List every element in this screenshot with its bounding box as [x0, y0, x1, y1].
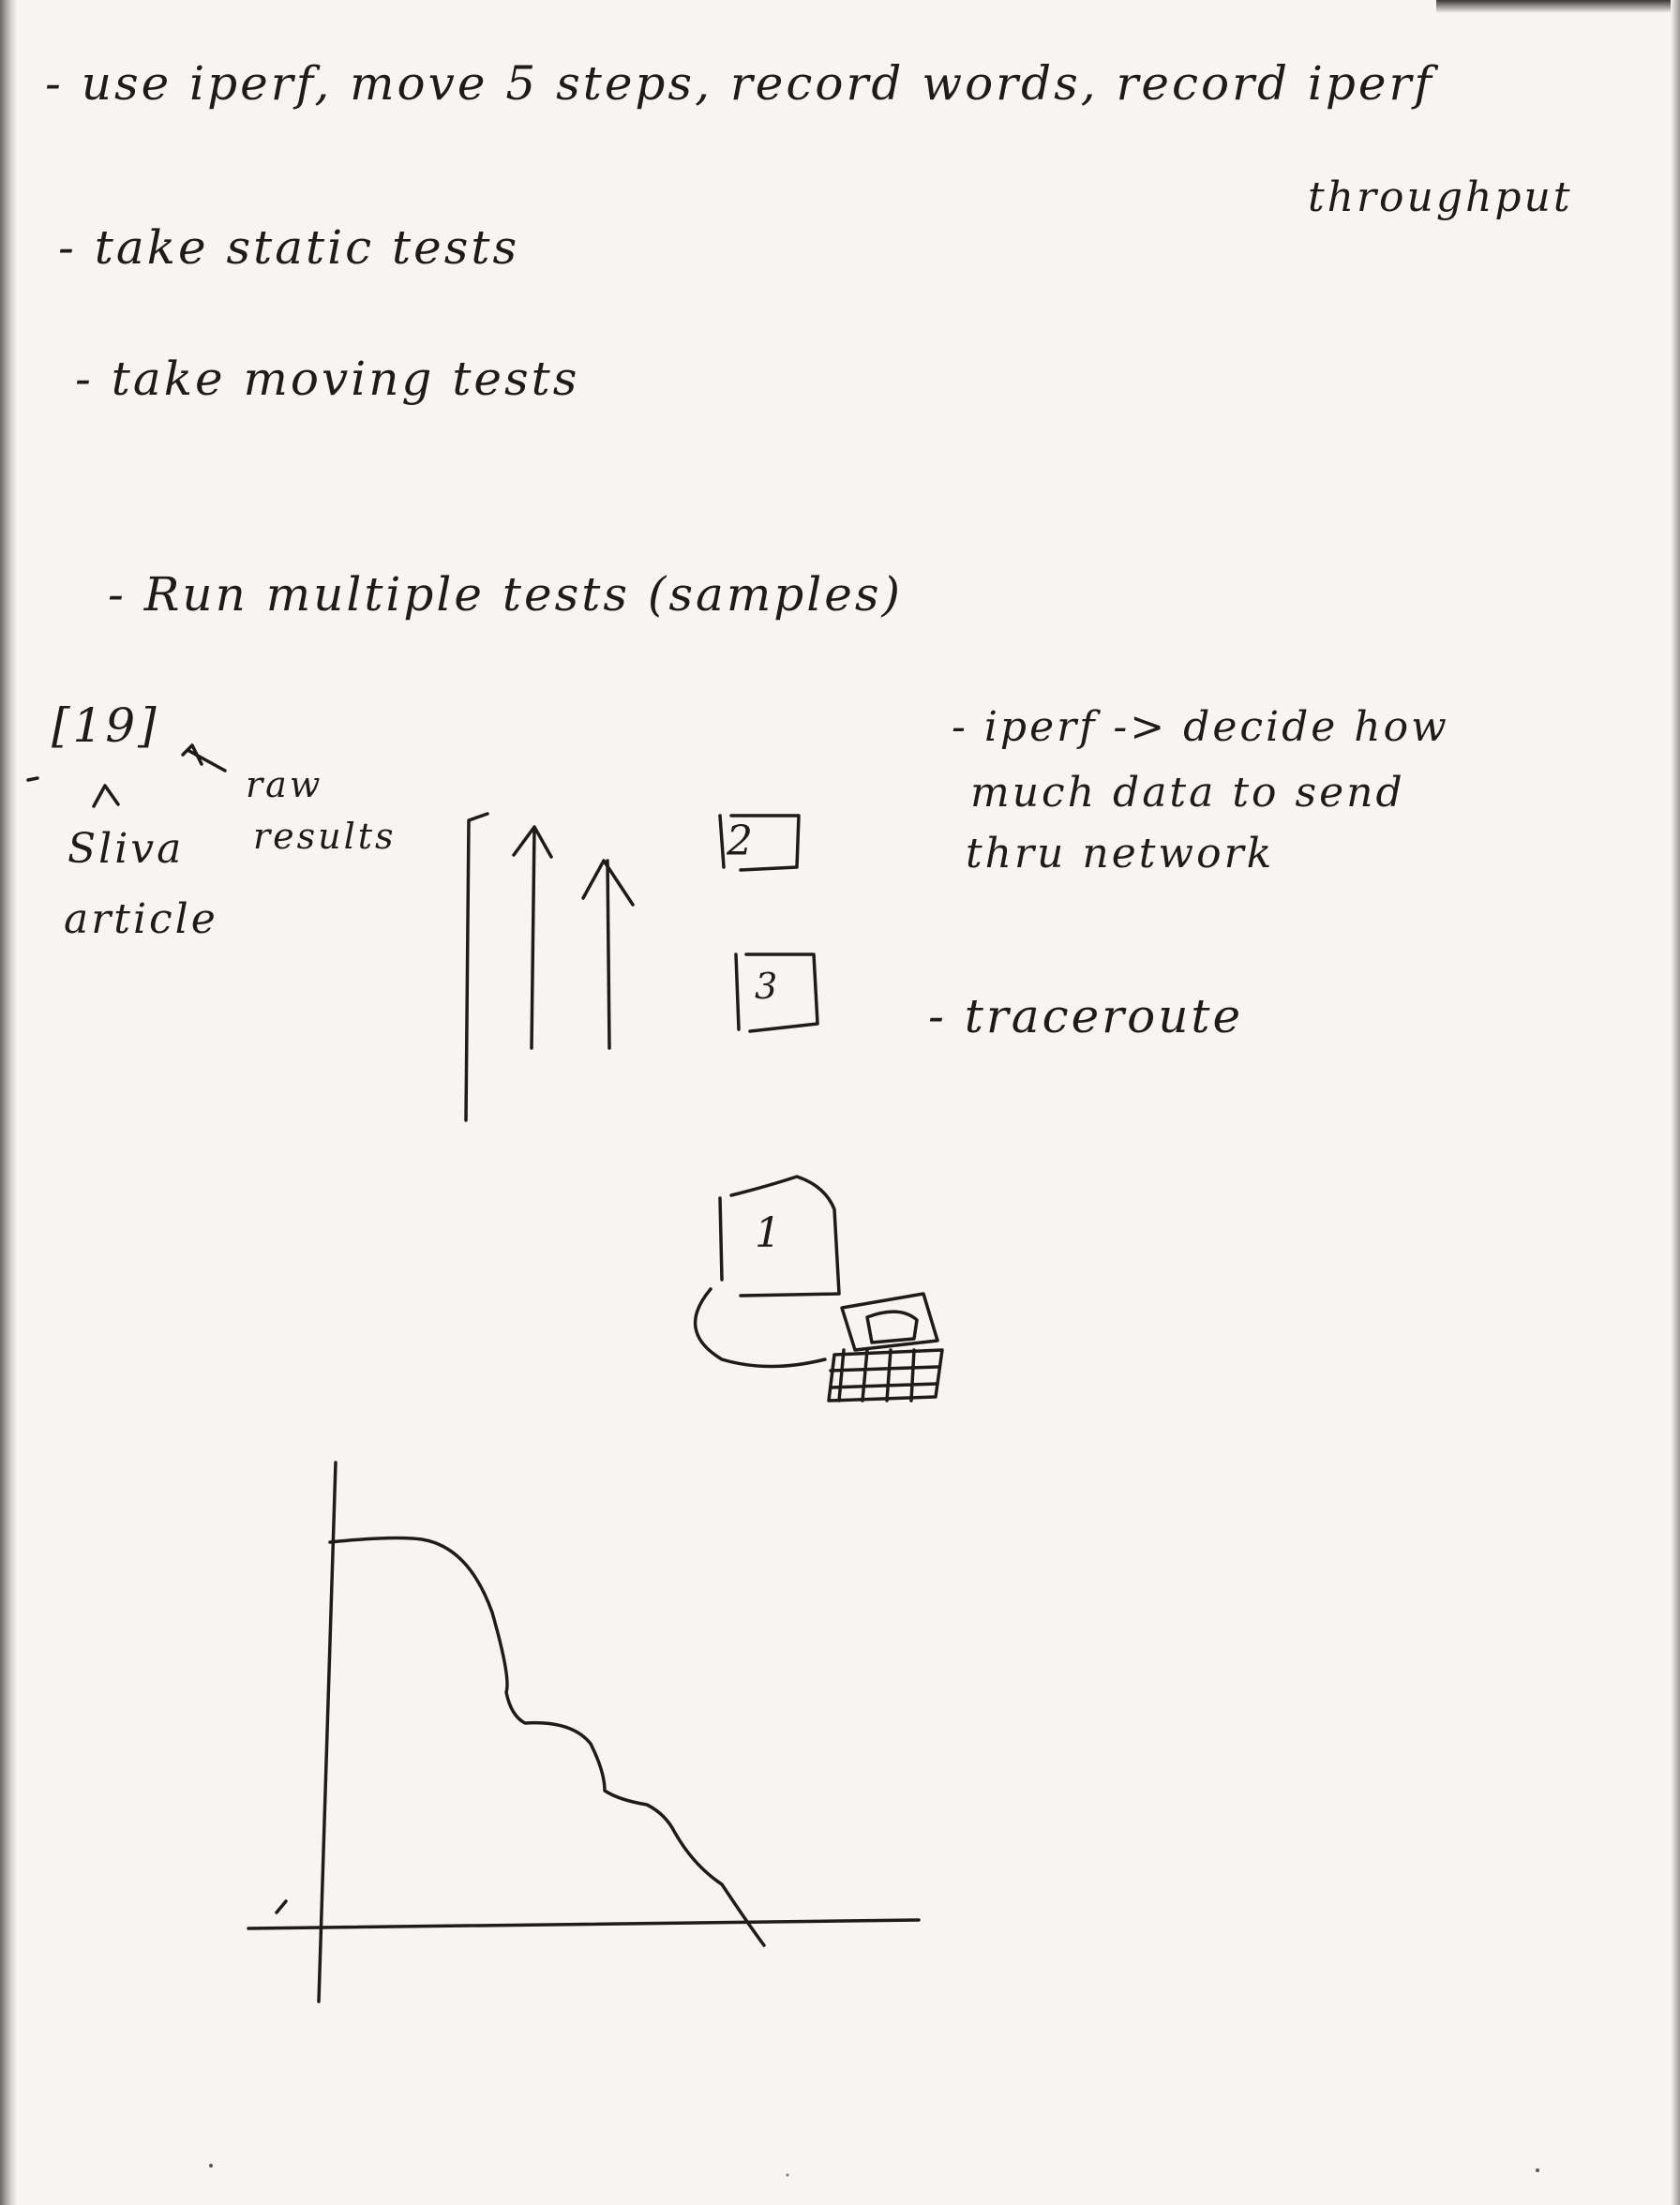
- raw-label: raw: [246, 764, 323, 805]
- article-label: article: [64, 895, 218, 943]
- marker-1-label: 1: [755, 1209, 784, 1257]
- plot-x-axis: [247, 1918, 921, 1930]
- arrow-to-sliva-icon: [92, 784, 120, 808]
- results-label: results: [253, 816, 397, 857]
- box-2-icon: [718, 814, 801, 872]
- traceroute-note: - traceroute: [928, 989, 1244, 1043]
- page-shadow-left: [0, 0, 17, 2205]
- speck: [1536, 2168, 1539, 2172]
- page-shadow-top: [1436, 0, 1680, 13]
- arrow-to-raw-results-icon: [181, 743, 227, 772]
- margin-mark: [26, 776, 39, 782]
- marker-2-label: 2: [727, 818, 756, 865]
- router-laptop-icon: [693, 1175, 944, 1402]
- note-line-moving-tests: - take moving tests: [75, 352, 580, 406]
- note-line-throughput: throughput: [1308, 173, 1573, 221]
- throughput-curve: [328, 1536, 766, 1947]
- plot-sketch: [247, 1461, 921, 2003]
- plot-y-axis: [317, 1461, 338, 2003]
- marker-3-label: 3: [755, 966, 781, 1007]
- note-line-static-tests: - take static tests: [58, 220, 520, 275]
- iperf-note-line-1: - iperf -> decide how: [952, 703, 1449, 751]
- page-shadow-right: [1671, 0, 1680, 2205]
- vertical-arrows-icon: [464, 812, 635, 1122]
- speck: [786, 2173, 789, 2177]
- iperf-note-line-2: much data to send: [970, 769, 1405, 817]
- sliva-label: Sliva: [68, 825, 185, 873]
- note-line-iperf-steps: - use iperf, move 5 steps, record words,…: [45, 56, 1434, 111]
- speck: [209, 2164, 213, 2168]
- iperf-note-line-3: thru network: [966, 830, 1275, 878]
- axis-origin-tick: [275, 1899, 288, 1914]
- citation-label: [19]: [52, 698, 159, 753]
- note-line-multiple-tests: - Run multiple tests (samples): [108, 567, 904, 622]
- box-3-icon: [734, 952, 819, 1033]
